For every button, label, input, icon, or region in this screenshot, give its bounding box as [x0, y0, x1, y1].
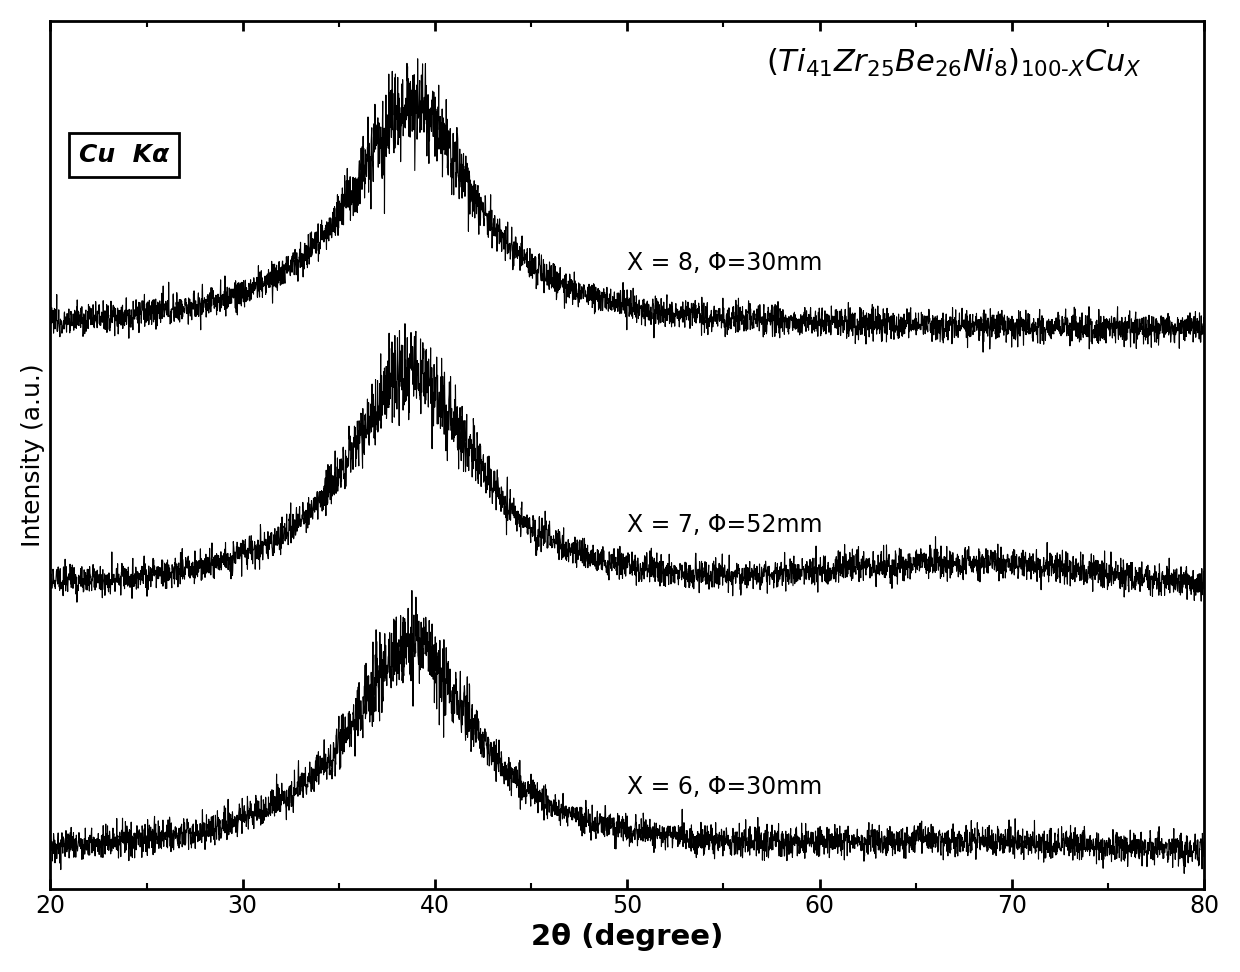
Text: X = 7, Φ=52mm: X = 7, Φ=52mm	[627, 513, 823, 538]
Y-axis label: Intensity (a.u.): Intensity (a.u.)	[21, 363, 45, 546]
X-axis label: 2θ (degree): 2θ (degree)	[531, 923, 723, 952]
Text: $(Ti_{41}Zr_{25}Be_{26}Ni_8)_{100\text{-}X}Cu_X$: $(Ti_{41}Zr_{25}Be_{26}Ni_8)_{100\text{-…	[765, 47, 1141, 79]
Text: X = 6, Φ=30mm: X = 6, Φ=30mm	[627, 776, 822, 799]
Text: X = 8, Φ=30mm: X = 8, Φ=30mm	[627, 251, 822, 275]
Text: Cu  Kα: Cu Kα	[79, 143, 170, 166]
